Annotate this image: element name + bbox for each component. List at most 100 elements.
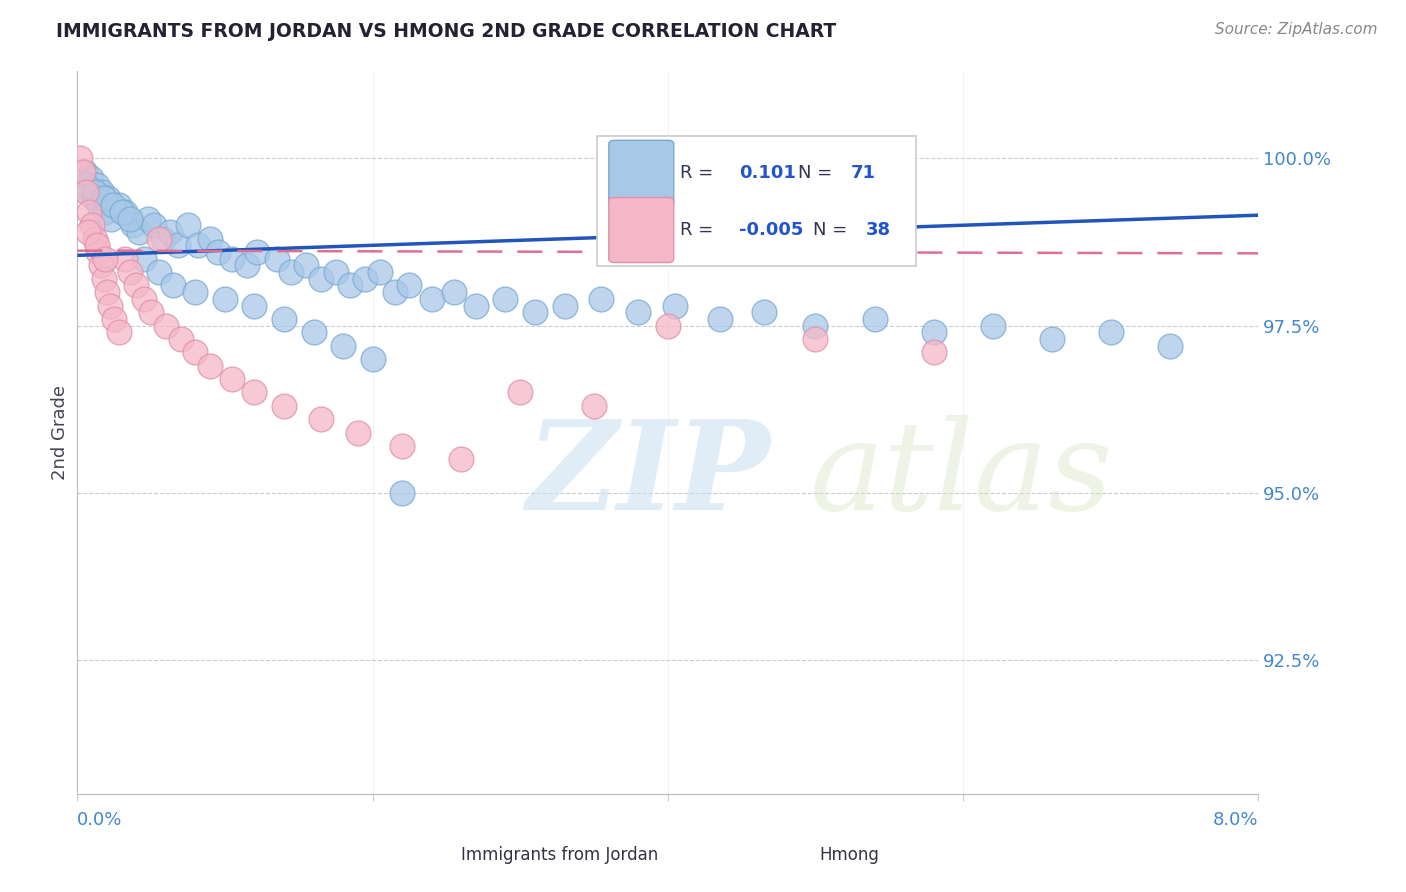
Point [509,385,531,400]
Point [90,258,112,272]
Text: 0.101: 0.101 [738,164,796,182]
Text: N =: N = [797,164,838,182]
Point [465,299,488,313]
Text: 38: 38 [866,221,891,239]
Point [361,351,384,366]
Point [107,325,129,339]
Point [79,171,101,186]
Text: Immigrants from Jordan: Immigrants from Jordan [461,847,658,864]
Point [86,178,108,193]
Point [243,299,266,313]
Text: R =: R = [679,164,718,182]
Text: N =: N = [813,221,853,239]
Text: -0.005: -0.005 [738,221,803,239]
Point [246,244,269,259]
Point [152,231,174,245]
Point [922,325,945,339]
Point [187,238,209,252]
Point [125,278,148,293]
Point [1040,332,1063,346]
Point [128,225,150,239]
Text: 0.0%: 0.0% [77,811,122,829]
FancyBboxPatch shape [609,197,673,262]
Point [295,258,318,272]
Point [524,305,547,319]
Text: Hmong: Hmong [820,847,879,864]
FancyBboxPatch shape [405,835,458,876]
Point [162,278,184,293]
Point [391,439,413,453]
Point [184,285,207,300]
Point [87,244,110,259]
Point [84,185,107,199]
Point [420,292,443,306]
Point [166,238,188,252]
Point [132,292,155,306]
Point [97,191,120,205]
Point [122,218,145,232]
Point [391,485,413,500]
Text: IMMIGRANTS FROM JORDAN VS HMONG 2ND GRADE CORRELATION CHART: IMMIGRANTS FROM JORDAN VS HMONG 2ND GRAD… [56,22,837,41]
Point [302,325,325,339]
Point [114,204,136,219]
Point [132,252,155,266]
Point [368,265,391,279]
Point [75,185,97,199]
Point [657,318,679,333]
Point [184,345,207,359]
Point [981,318,1004,333]
Point [96,285,118,300]
Text: 71: 71 [851,164,876,182]
Point [148,231,170,245]
Point [804,318,827,333]
Point [94,204,117,219]
Point [177,218,200,232]
Point [111,204,132,219]
Point [100,211,122,226]
Point [141,305,163,319]
Point [221,372,243,386]
Point [107,198,129,212]
Point [236,258,259,272]
Point [583,399,606,413]
Point [332,338,354,352]
Point [1099,325,1122,339]
Point [752,305,775,319]
Point [143,218,166,232]
Point [69,151,91,165]
Point [450,452,472,467]
Point [591,292,613,306]
Point [709,312,731,326]
Point [86,238,108,252]
Y-axis label: 2nd Grade: 2nd Grade [51,385,69,480]
Point [169,332,191,346]
Point [159,225,181,239]
Point [554,299,576,313]
Point [75,178,97,193]
Point [273,399,295,413]
Point [495,292,517,306]
Point [339,278,361,293]
Point [83,191,105,205]
Point [101,198,124,212]
Point [1159,338,1181,352]
Point [91,185,114,199]
Point [354,271,377,285]
Point [120,211,142,226]
Point [443,285,465,300]
Point [82,218,104,232]
Point [103,312,125,326]
Point [120,265,142,279]
Point [804,332,827,346]
Point [266,252,288,266]
Text: ZIP: ZIP [526,415,770,537]
Point [309,412,332,426]
Point [76,185,98,199]
Point [309,271,332,285]
Point [77,204,100,219]
Point [98,299,121,313]
Point [346,425,368,440]
Text: atlas: atlas [810,415,1114,537]
Point [200,231,222,245]
Point [243,385,266,400]
